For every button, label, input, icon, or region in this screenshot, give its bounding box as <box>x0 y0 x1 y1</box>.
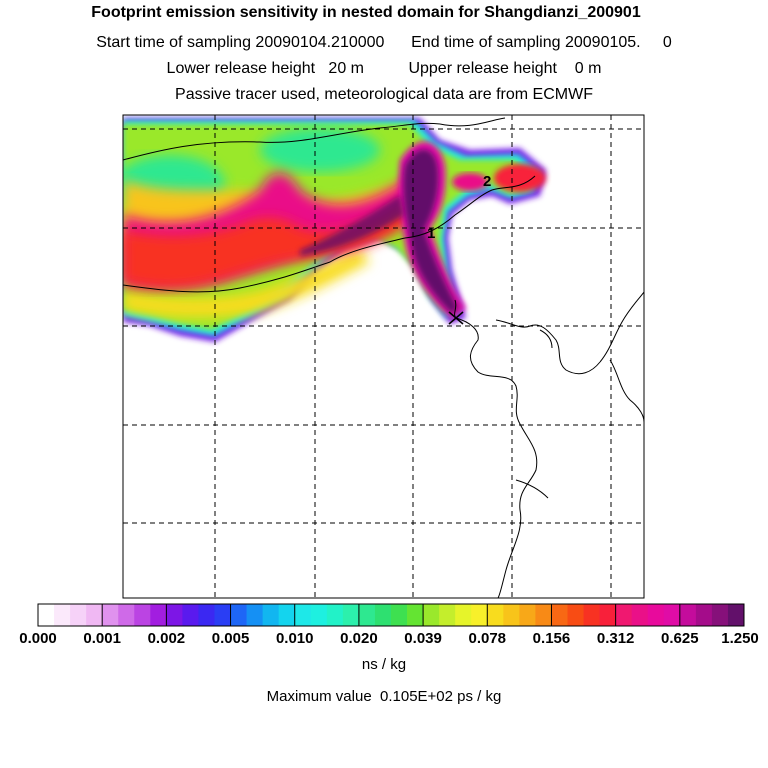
colorbar-frame <box>37 603 745 627</box>
colorbar-tick-label: 0.000 <box>19 630 57 647</box>
colorbar-swatch <box>679 604 697 626</box>
colorbar-swatch <box>150 604 167 626</box>
colorbar-swatch <box>374 604 392 626</box>
colorbar-swatch <box>342 604 360 626</box>
colorbar-swatch <box>711 604 729 626</box>
colorbar-swatch <box>695 604 713 626</box>
colorbar-swatch <box>54 604 71 626</box>
colorbar-swatch <box>599 604 617 626</box>
colorbar-swatch <box>70 604 87 626</box>
colorbar-swatch <box>294 604 312 626</box>
colorbar-swatch <box>230 604 247 626</box>
colorbar-swatch <box>583 604 600 626</box>
colorbar-swatch <box>310 604 328 626</box>
colorbar-swatch <box>246 604 264 626</box>
colorbar-swatch <box>182 604 199 626</box>
colorbar-swatch <box>358 604 376 626</box>
release-heights: Lower release height 20 m Upper release … <box>166 60 602 77</box>
colorbar-swatch <box>134 604 151 626</box>
colorbar <box>37 603 745 627</box>
colorbar-swatch <box>423 604 440 626</box>
marker-label-2: 2 <box>483 173 492 190</box>
colorbar-swatch <box>455 604 472 626</box>
colorbar-tick-label: 0.312 <box>596 630 635 647</box>
colorbar-swatch <box>615 604 633 626</box>
colorbar-swatch <box>487 604 504 626</box>
colorbar-swatch <box>439 604 456 626</box>
colorbar-swatch <box>535 604 552 626</box>
colorbar-swatch <box>102 604 119 626</box>
colorbar-swatch <box>86 604 103 626</box>
colorbar-tick-label: 0.625 <box>661 630 699 647</box>
maximum-value: Maximum value 0.105E+02 ps / kg <box>266 688 502 705</box>
colorbar-swatch <box>503 604 520 626</box>
receptor-cross-icon <box>448 311 464 325</box>
colorbar-tick-label: 1.250 <box>721 630 759 647</box>
colorbar-swatch <box>663 604 681 626</box>
colorbar-tick-label: 0.156 <box>532 630 571 647</box>
colorbar-swatch <box>326 604 344 626</box>
colorbar-tick-label: 0.005 <box>211 630 250 647</box>
colorbar-swatch <box>38 604 55 626</box>
sampling-times: Start time of sampling 20090104.210000 E… <box>96 34 672 51</box>
colorbar-swatch <box>391 604 408 626</box>
colorbar-units: ns / kg <box>361 656 407 673</box>
colorbar-tick-label: 0.039 <box>404 630 442 647</box>
graticule <box>123 115 644 598</box>
colorbar-tick-label: 0.001 <box>83 630 121 647</box>
colorbar-swatch <box>407 604 424 626</box>
colorbar-swatch <box>214 604 231 626</box>
map-frame <box>122 114 645 599</box>
footprint-field <box>123 118 546 342</box>
colorbar-swatch <box>647 604 665 626</box>
colorbar-tick-label: 0.078 <box>468 630 507 647</box>
colorbar-swatch <box>262 604 280 626</box>
colorbar-swatch <box>551 604 568 626</box>
colorbar-swatch <box>471 604 488 626</box>
colorbar-swatch <box>567 604 584 626</box>
marker-label-1: 1 <box>427 225 436 242</box>
colorbar-swatch <box>278 604 296 626</box>
colorbar-swatch <box>727 604 745 626</box>
colorbar-tick-label: 0.020 <box>340 630 378 647</box>
tracer-info: Passive tracer used, meteorological data… <box>175 86 593 103</box>
colorbar-swatch <box>631 604 649 626</box>
colorbar-tick-label: 0.010 <box>275 630 314 647</box>
colorbar-swatch <box>198 604 215 626</box>
colorbar-swatch <box>118 604 135 626</box>
map-title: Footprint emission sensitivity in nested… <box>91 4 641 21</box>
colorbar-tick-label: 0.002 <box>147 630 186 647</box>
colorbar-swatch <box>519 604 536 626</box>
colorbar-swatch <box>166 604 183 626</box>
coastlines-and-borders <box>123 117 644 598</box>
